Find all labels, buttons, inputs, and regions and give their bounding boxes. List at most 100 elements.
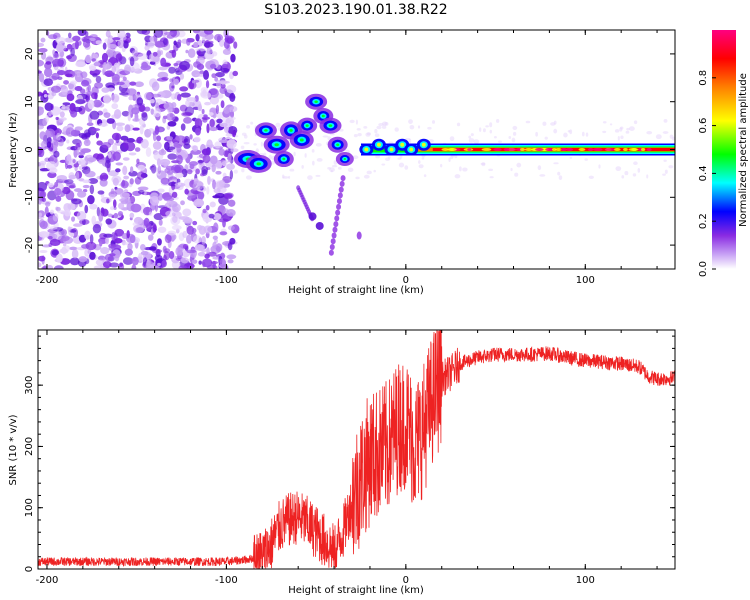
spectrogram-cell: [542, 121, 547, 126]
spectrogram-cell: [77, 147, 82, 151]
snr-ytick-label: 0: [24, 566, 35, 572]
spectrogram-cell: [50, 85, 62, 94]
spectrogram-cell: [58, 118, 65, 123]
spectrogram-cell: [201, 109, 205, 114]
spectrogram-cell: [139, 125, 144, 135]
spectrogram-cell: [92, 99, 103, 108]
spectrogram-cell: [191, 80, 196, 84]
spectrogram-cell: [334, 215, 340, 222]
spectrogram-cell: [615, 166, 622, 172]
spectrogram-cell: [78, 132, 87, 139]
spectrogram-cell: [186, 97, 197, 102]
spectrogram-cell: [617, 135, 620, 141]
spectrogram-cell: [228, 106, 238, 113]
spectrogram-cell: [63, 80, 70, 85]
spectrogram-cell: [130, 203, 142, 213]
spectrogram-cell: [459, 166, 462, 172]
spectrogram-cell: [498, 140, 503, 143]
spectrogram-cell: [64, 37, 75, 43]
spectrogram-cell: [153, 30, 163, 38]
spectrogram-cell: [197, 251, 206, 257]
spectrogram-cell: [87, 99, 95, 110]
colorbar-ticks: 0.0 0.2 0.4 0.6 0.8: [698, 70, 716, 277]
spectrogram-cell: [49, 209, 55, 215]
spectrogram-cell: [141, 112, 148, 122]
spectrogram-cell: [557, 171, 561, 176]
spectrogram-cell: [45, 114, 50, 123]
spectrogram-cell: [137, 164, 146, 171]
spectrogram-cell: [38, 218, 46, 228]
spectrogram-cell: [662, 131, 669, 134]
spectrogram-cell: [167, 121, 177, 127]
spectrogram-cell: [375, 155, 381, 159]
spectrogram-cell: [481, 148, 492, 151]
spectrogram-cell: [376, 142, 381, 147]
spectrogram-cell: [227, 225, 235, 231]
spectrogram-cell: [614, 129, 620, 133]
spectrogram-cell: [211, 163, 216, 173]
spectrogram-cell: [205, 247, 210, 253]
spectrogram-cell: [128, 170, 138, 177]
spec-ytick-label: 10: [24, 95, 35, 108]
spectrogram-cell: [479, 127, 482, 132]
spectrogram-cell: [83, 139, 91, 147]
spectrogram-cell: [208, 213, 215, 219]
spectrogram-cell: [203, 30, 214, 35]
spectrogram-cell: [157, 262, 161, 267]
spectrogram-cell: [331, 232, 337, 239]
spectrogram-cell: [99, 178, 108, 187]
spectrogram-cell: [77, 30, 87, 36]
spectrogram-cell: [228, 116, 236, 121]
spectrogram-cell: [192, 180, 204, 191]
spectrogram-cell: [206, 186, 210, 195]
spectrogram-cell: [111, 93, 120, 103]
spectrogram-cell: [51, 249, 59, 256]
spectrogram-cell: [613, 148, 621, 151]
spectrogram-cell: [417, 125, 421, 129]
spectrogram-cell: [84, 248, 90, 257]
spectrogram-cell: [179, 73, 185, 80]
spectrogram-cell: [312, 160, 315, 166]
spectrogram-cell: [301, 165, 304, 169]
spectrogram-cell: [101, 52, 109, 63]
spectrogram-cell: [98, 123, 109, 127]
spectrogram-cell: [216, 79, 222, 89]
spectrogram-cell: [158, 149, 167, 156]
spectrogram-cell: [117, 211, 124, 217]
spectrogram-cell: [81, 166, 88, 170]
spectrogram-cell: [398, 162, 405, 168]
spectrogram-cell: [218, 38, 225, 47]
spectrogram-cell: [189, 163, 195, 170]
spectrogram-cell: [514, 172, 519, 177]
spectrogram-cell: [75, 99, 86, 105]
spectrogram-cell: [226, 163, 235, 171]
colorbar-tick-label: 0.0: [698, 261, 709, 277]
spectrogram-cell: [39, 160, 47, 166]
spectrogram-cell: [157, 238, 162, 246]
spectrogram-cell: [59, 159, 67, 163]
spectrogram-cell: [225, 133, 233, 137]
spectrogram-cell: [209, 118, 215, 128]
spectrogram-cell: [646, 148, 652, 151]
spectrogram-cell: [186, 38, 191, 46]
spectrogram-cell: [144, 106, 151, 112]
spectrogram-cell: [170, 164, 181, 174]
spectrogram-cell: [84, 204, 89, 214]
spectrogram-cell: [355, 119, 358, 125]
spectrogram-cell: [113, 109, 122, 120]
snr-panel: -200 -100 0 100 0 100 200 300 Height of straigh…: [8, 329, 676, 596]
spectrogram-cell: [109, 262, 120, 268]
spectrogram-cell: [550, 122, 556, 126]
spectrogram-cell: [56, 253, 63, 263]
spectrogram-cell: [293, 151, 296, 157]
spectrogram-cell: [381, 125, 387, 129]
spectrogram-cell: [624, 171, 629, 176]
spectrogram-cell: [120, 180, 129, 189]
spectrogram-cell: [200, 91, 212, 99]
spectrogram-cell: [179, 86, 189, 92]
spectrogram-cell: [343, 158, 347, 161]
spectrogram-cell: [182, 243, 189, 250]
spectrogram-cell: [124, 64, 131, 75]
